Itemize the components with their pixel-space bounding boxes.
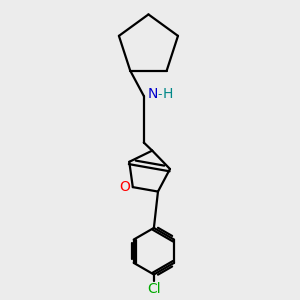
Text: -: - <box>157 88 161 101</box>
Text: H: H <box>162 87 173 101</box>
Text: Cl: Cl <box>147 282 161 296</box>
Text: O: O <box>120 180 130 194</box>
Text: N: N <box>148 87 158 101</box>
